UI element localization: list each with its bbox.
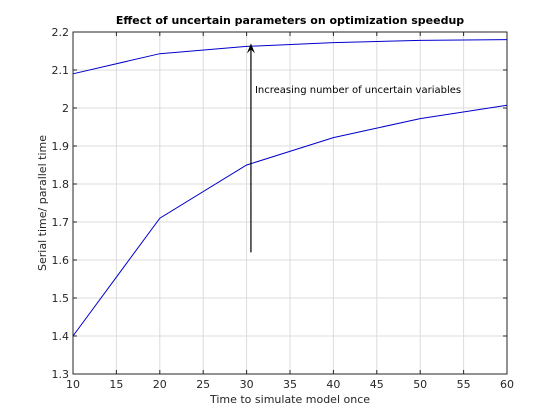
annotation-text: Increasing number of uncertain variables <box>255 85 461 96</box>
x-axis-label: Time to simulate model once <box>209 393 370 406</box>
annotation <box>246 43 255 253</box>
y-tick-label: 1.6 <box>52 254 70 267</box>
y-tick-label: 1.8 <box>52 178 70 191</box>
x-tick-label: 10 <box>66 378 80 391</box>
y-tick-label: 2 <box>62 102 69 115</box>
chart-title: Effect of uncertain parameters on optimi… <box>116 14 464 27</box>
x-tick-label: 35 <box>283 378 297 391</box>
plot-area <box>72 31 508 375</box>
y-tick-label: 2.2 <box>52 26 70 39</box>
x-tick-label: 25 <box>196 378 210 391</box>
x-tick-label: 50 <box>413 378 427 391</box>
x-tick-label: 30 <box>240 378 254 391</box>
y-tick-label: 1.3 <box>52 368 70 381</box>
ticks: 10 15 20 25 30 35 40 45 50 55 60 1.3 1.4 1.5 1.6 1.7 1.8… <box>52 26 515 391</box>
x-tick-label: 60 <box>500 378 514 391</box>
y-axis-label: Serial time/ parallel time <box>36 135 49 271</box>
series-line-2 <box>72 104 508 337</box>
y-tick-label: 1.9 <box>52 140 70 153</box>
y-tick-label: 2.1 <box>52 64 70 77</box>
x-tick-label: 45 <box>370 378 384 391</box>
y-tick-label: 1.7 <box>52 216 70 229</box>
y-tick-label: 1.5 <box>52 292 70 305</box>
x-tick-label: 55 <box>457 378 471 391</box>
x-tick-label: 20 <box>153 378 167 391</box>
y-tick-label: 1.4 <box>52 330 70 343</box>
x-tick-label: 15 <box>109 378 123 391</box>
series-lines <box>72 39 508 337</box>
x-tick-label: 40 <box>326 378 340 391</box>
annotation-arrow-head <box>246 43 255 54</box>
series-line-1 <box>72 39 508 75</box>
